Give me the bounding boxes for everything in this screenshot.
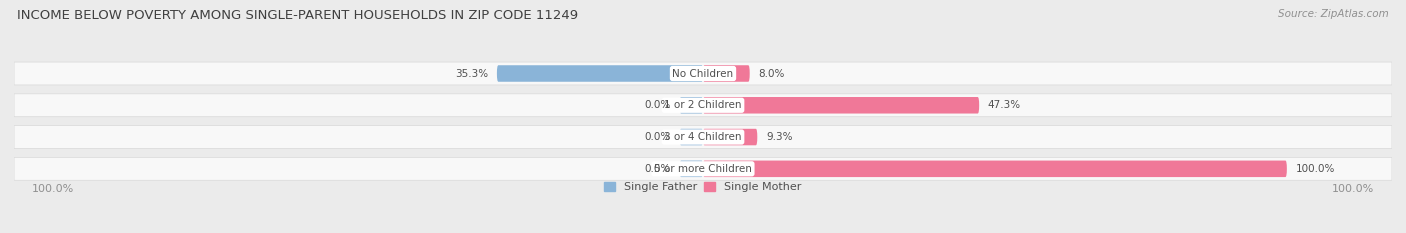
FancyBboxPatch shape — [679, 161, 703, 177]
Text: Source: ZipAtlas.com: Source: ZipAtlas.com — [1278, 9, 1389, 19]
Text: 0.0%: 0.0% — [644, 132, 671, 142]
FancyBboxPatch shape — [679, 129, 703, 145]
FancyBboxPatch shape — [496, 65, 703, 82]
Text: 35.3%: 35.3% — [456, 69, 488, 79]
Text: 100.0%: 100.0% — [1331, 184, 1375, 194]
FancyBboxPatch shape — [14, 62, 1392, 85]
Text: 100.0%: 100.0% — [31, 184, 75, 194]
FancyBboxPatch shape — [14, 126, 1392, 148]
FancyBboxPatch shape — [679, 97, 703, 113]
Text: No Children: No Children — [672, 69, 734, 79]
Text: 1 or 2 Children: 1 or 2 Children — [664, 100, 742, 110]
Text: INCOME BELOW POVERTY AMONG SINGLE-PARENT HOUSEHOLDS IN ZIP CODE 11249: INCOME BELOW POVERTY AMONG SINGLE-PARENT… — [17, 9, 578, 22]
FancyBboxPatch shape — [14, 157, 1392, 180]
Text: 100.0%: 100.0% — [1295, 164, 1334, 174]
Text: 3 or 4 Children: 3 or 4 Children — [664, 132, 742, 142]
FancyBboxPatch shape — [703, 97, 979, 113]
Text: 9.3%: 9.3% — [766, 132, 793, 142]
Text: 47.3%: 47.3% — [988, 100, 1021, 110]
Text: 5 or more Children: 5 or more Children — [654, 164, 752, 174]
Text: 0.0%: 0.0% — [644, 164, 671, 174]
FancyBboxPatch shape — [703, 129, 758, 145]
FancyBboxPatch shape — [703, 65, 749, 82]
FancyBboxPatch shape — [14, 94, 1392, 117]
Text: 0.0%: 0.0% — [644, 100, 671, 110]
FancyBboxPatch shape — [703, 161, 1286, 177]
Text: 8.0%: 8.0% — [758, 69, 785, 79]
Legend: Single Father, Single Mother: Single Father, Single Mother — [605, 182, 801, 192]
